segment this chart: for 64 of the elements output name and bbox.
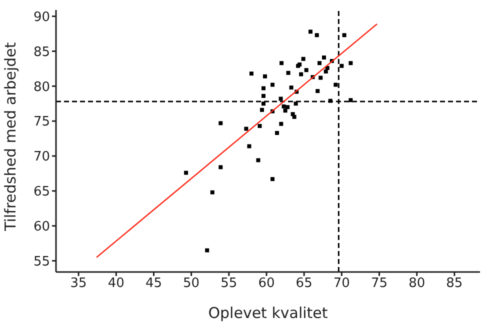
x-tick-label: 75 bbox=[370, 276, 388, 292]
x-tick-label: 45 bbox=[145, 276, 162, 292]
x-tick-label: 50 bbox=[183, 276, 200, 292]
point bbox=[348, 61, 353, 66]
point bbox=[275, 130, 280, 135]
y-tick-label: 55 bbox=[33, 254, 50, 270]
point bbox=[283, 108, 288, 113]
x-tick-label: 35 bbox=[70, 276, 87, 292]
point bbox=[218, 165, 223, 170]
x-tick-label: 55 bbox=[220, 276, 238, 292]
point bbox=[261, 86, 266, 90]
x-tick-label: 65 bbox=[296, 276, 312, 292]
x-tick-label: 80 bbox=[408, 276, 426, 292]
point bbox=[270, 177, 275, 182]
point bbox=[314, 33, 319, 38]
y-tick-label: 60 bbox=[33, 220, 50, 235]
point bbox=[292, 114, 296, 119]
point bbox=[280, 61, 284, 66]
point bbox=[205, 248, 210, 252]
point bbox=[210, 190, 214, 194]
y-tick-label: 65 bbox=[33, 184, 50, 200]
point bbox=[286, 70, 290, 75]
point bbox=[218, 121, 223, 126]
y-axis-title: Tilfredshed med arbejdet bbox=[1, 42, 20, 232]
point bbox=[258, 124, 262, 128]
point bbox=[318, 76, 323, 80]
point bbox=[324, 69, 328, 74]
point bbox=[256, 158, 260, 162]
x-tick-label: 85 bbox=[446, 276, 463, 292]
point bbox=[270, 82, 275, 87]
point bbox=[334, 82, 338, 87]
point bbox=[308, 30, 312, 34]
point bbox=[340, 64, 344, 68]
y-tick-label: 90 bbox=[33, 10, 50, 25]
x-tick-label: 70 bbox=[333, 276, 350, 292]
point bbox=[322, 56, 326, 60]
point bbox=[299, 72, 304, 76]
point bbox=[317, 61, 322, 66]
y-tick-label: 70 bbox=[33, 150, 50, 165]
point bbox=[328, 98, 332, 103]
y-tick-label: 80 bbox=[33, 80, 50, 95]
point bbox=[278, 96, 283, 101]
point bbox=[260, 108, 264, 112]
point bbox=[249, 72, 254, 76]
y-tick-label: 85 bbox=[33, 44, 50, 60]
point bbox=[294, 102, 298, 106]
y-tick-label: 75 bbox=[33, 114, 50, 130]
x-tick-label: 40 bbox=[108, 276, 124, 292]
point bbox=[304, 68, 308, 72]
point bbox=[316, 89, 320, 94]
point bbox=[261, 94, 266, 98]
point bbox=[247, 144, 252, 148]
point bbox=[262, 74, 267, 78]
point bbox=[184, 170, 188, 175]
point bbox=[348, 98, 353, 102]
point bbox=[279, 122, 284, 126]
point bbox=[301, 56, 306, 61]
x-tick-label: 60 bbox=[258, 276, 275, 292]
point bbox=[289, 86, 294, 90]
point bbox=[244, 126, 248, 131]
point bbox=[286, 105, 290, 110]
x-axis-title: Oplevet kvalitet bbox=[208, 304, 328, 322]
point bbox=[342, 33, 346, 38]
point bbox=[261, 102, 266, 106]
